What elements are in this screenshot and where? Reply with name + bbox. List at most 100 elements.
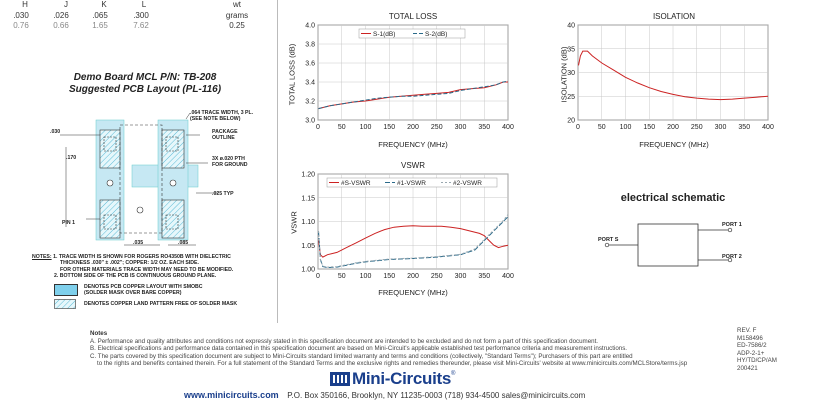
website-link[interactable]: www.minicircuits.com — [184, 390, 279, 400]
demo-board-title-line1: Demo Board MCL P/N: TB-208 — [73, 72, 217, 83]
isolation-chart: 0 50 100 150 200 250 300 350 400 20 25 30 35 40 — [567, 23, 774, 132]
x-tick-label: 0 — [316, 124, 320, 131]
legend-smobc: DENOTES PCB COPPER LAYOUT WITH SMOBC (SO… — [84, 284, 203, 297]
callout-ground-text: FOR GROUND — [212, 162, 248, 169]
dim-mm-h: 0.76 — [13, 21, 29, 30]
vswr-chart: 0 50 100 150 200 250 300 350 400 1.00 1.05 1.10 1.15… — [301, 172, 514, 281]
x-tick-label: 100 — [360, 273, 372, 280]
x-tick-label: 200 — [407, 124, 419, 131]
y-axis-label-vswr: VSWR — [289, 211, 299, 234]
y-tick-label: 20 — [567, 118, 575, 125]
rev-line-1: M158496 — [737, 334, 763, 342]
x-tick-label: 150 — [643, 124, 655, 131]
dim-mm-k: 1.65 — [92, 21, 108, 30]
callout-outline-text: OUTLINE — [212, 135, 235, 142]
rev-line-0: REV. F — [737, 327, 757, 334]
note-1a: 1. TRACE WIDTH IS SHOWN FOR ROGERS RO435… — [53, 254, 231, 260]
dim-mm-j: 0.66 — [53, 21, 69, 30]
rev-line-5: 200421 — [737, 364, 758, 372]
x-tick-label: 200 — [667, 124, 679, 131]
rev-line-4: HY/TD/CP/AM — [737, 357, 777, 365]
x-tick-label: 50 — [338, 273, 346, 280]
dim-header-k: K — [101, 0, 107, 9]
y-tick-label: 1.15 — [301, 195, 315, 202]
series-line--1-vswr — [318, 216, 509, 269]
logo-registered: ® — [451, 371, 456, 377]
total-loss-chart: 0 50 100 150 200 250 300 350 400 3.0 3.2 3.4 3.6 3.8 4… — [305, 23, 514, 132]
x-tick-label: 350 — [478, 273, 490, 280]
dim-035-label: .035 — [133, 240, 144, 246]
x-tick-label: 400 — [762, 124, 774, 131]
dim-inch-l: .300 — [133, 11, 149, 20]
revision-block: REV. F M158496 ED-7586/2 ADP-2-1+ HY/TD/… — [737, 327, 812, 373]
legend-smobc-sub: (SOLDER MASK OVER BARE COPPER) — [84, 290, 182, 297]
notes-label: NOTES: — [32, 254, 52, 260]
y-tick-label: 1.05 — [301, 243, 315, 250]
y-tick-label: 3.0 — [305, 118, 315, 125]
chart-title-total-loss: TOTAL LOSS — [388, 12, 438, 21]
x-tick-label: 350 — [738, 124, 750, 131]
x-tick-label: 300 — [455, 124, 467, 131]
y-tick-label: 3.2 — [305, 99, 315, 106]
pin1-label: PIN 1 — [62, 220, 75, 226]
dim-085-label: .085 — [178, 240, 189, 246]
schematic-title: electrical schematic — [620, 192, 726, 204]
y-tick-label: 1.10 — [301, 219, 315, 226]
x-tick-label: 300 — [715, 124, 727, 131]
demo-board-title-line2: Suggested PCB Layout (PL-116) — [68, 84, 222, 95]
pcb-notes: NOTES: 1. TRACE WIDTH IS SHOWN FOR ROGER… — [32, 254, 272, 279]
legend-label: S-1(dB) — [373, 31, 395, 38]
footer-note-c1: C. The parts covered by this specificati… — [90, 352, 633, 360]
dim-mm-l: 7.62 — [133, 21, 149, 30]
y-tick-label: 35 — [567, 46, 575, 53]
y-tick-label: 1.00 — [301, 267, 315, 274]
x-tick-label: 200 — [407, 273, 419, 280]
demo-board-title: Demo Board MCL P/N: TB-208 Suggested PCB… — [40, 72, 250, 96]
series-line-series-0 — [578, 50, 769, 101]
port-1-label: PORT 1 — [722, 222, 742, 228]
note-1b: THICKNESS .030" ± .002"; COPPER: 1/2 OZ.… — [60, 260, 199, 267]
rev-line-2: ED-7586/2 — [737, 342, 767, 350]
x-tick-label: 250 — [691, 124, 703, 131]
footer-notes: Notes A. Performance and quality attribu… — [90, 330, 730, 368]
dim-wt-value: 0.25 — [229, 21, 245, 30]
chart-title-isolation: ISOLATION — [652, 12, 696, 21]
x-tick-label: 0 — [316, 273, 320, 280]
x-tick-label: 250 — [431, 273, 443, 280]
dim-inch-k: .065 — [92, 11, 108, 20]
legend-land-text: DENOTES COPPER LAND PATTERN FREE OF SOLD… — [84, 301, 238, 307]
y-axis-label-total-loss: TOTAL LOSS (dB) — [287, 43, 297, 106]
legend-label: #S-VSWR — [341, 180, 371, 187]
callout-package-outline: PACKAGE OUTLINE — [212, 129, 238, 142]
y-tick-label: 3.6 — [305, 61, 315, 68]
dim-wt-unit: grams — [225, 11, 249, 20]
x-tick-label: 400 — [502, 273, 514, 280]
footer-contact: www.minicircuits.com P.O. Box 350166, Br… — [184, 390, 585, 400]
chart-title-vswr: VSWR — [401, 161, 425, 170]
legend-label: S-2(dB) — [425, 31, 447, 38]
port-2-label: PORT 2 — [722, 254, 742, 260]
rev-line-3: ADP-2-1+ — [737, 349, 765, 357]
footer-note-a: A. Performance and quality attributes an… — [90, 337, 599, 345]
x-tick-label: 300 — [455, 273, 467, 280]
x-tick-label: 350 — [478, 124, 490, 131]
callout-trace-width-text: .064 TRACE WIDTH, 3 PL. — [190, 110, 254, 116]
x-tick-label: 150 — [383, 273, 395, 280]
logo-mark-icon — [330, 372, 350, 386]
y-tick-label: 3.4 — [305, 80, 315, 87]
note-1c: FOR OTHER MATERIALS TRACE WIDTH MAY NEED… — [60, 266, 234, 273]
legend-smobc-text: DENOTES PCB COPPER LAYOUT WITH SMOBC — [84, 284, 203, 290]
dim-170-label: .170 — [66, 155, 77, 161]
legend-label: #2-VSWR — [453, 180, 482, 187]
y-tick-label: 1.20 — [301, 172, 315, 179]
column-divider — [277, 0, 278, 323]
x-tick-label: 50 — [338, 124, 346, 131]
x-tick-label: 250 — [431, 124, 443, 131]
y-tick-label: 30 — [567, 70, 575, 77]
dim-header-j: J — [64, 0, 68, 9]
dim-header-h: H — [22, 0, 28, 9]
legend-label: #1-VSWR — [397, 180, 426, 187]
callout-trace-width: .064 TRACE WIDTH, 3 PL. (SEE NOTE BELOW) — [190, 110, 253, 123]
logo-text: Mini-Circuits — [352, 369, 452, 388]
legend-swatch-land — [54, 299, 76, 309]
